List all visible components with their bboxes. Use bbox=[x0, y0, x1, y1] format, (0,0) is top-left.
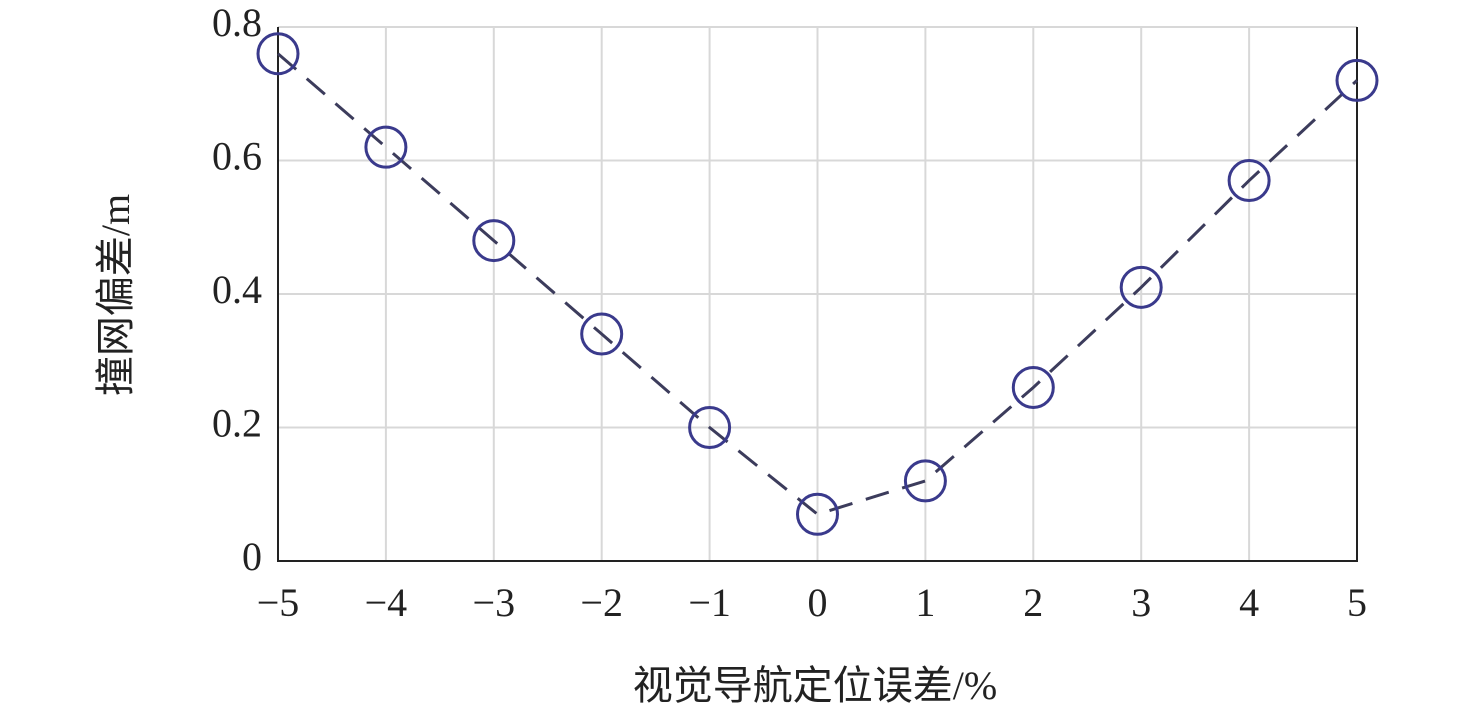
x-axis-label: 视觉导航定位误差/% bbox=[633, 663, 997, 708]
y-tick-label: 0.2 bbox=[212, 401, 262, 446]
data-point bbox=[903, 459, 947, 503]
x-tick-label: 2 bbox=[1023, 580, 1043, 625]
data-point bbox=[688, 406, 732, 449]
x-tick-label: 4 bbox=[1239, 580, 1259, 625]
x-tick-label: 5 bbox=[1347, 580, 1367, 625]
data-point bbox=[364, 125, 408, 169]
data-point bbox=[256, 32, 300, 76]
x-tick-label: −5 bbox=[257, 580, 300, 625]
y-tick-label: 0.4 bbox=[212, 267, 262, 312]
x-tick-label: −3 bbox=[473, 580, 516, 625]
y-tick-label: 0.6 bbox=[212, 134, 262, 179]
axis-frame bbox=[277, 27, 1358, 562]
x-tick-label: 1 bbox=[915, 580, 935, 625]
data-line bbox=[277, 52, 1359, 516]
x-tick-label: −1 bbox=[688, 580, 731, 625]
data-point bbox=[1227, 159, 1271, 203]
x-tick-label: 0 bbox=[808, 580, 828, 625]
data-point bbox=[1119, 265, 1163, 309]
x-tick-label: −4 bbox=[365, 580, 408, 625]
data-point bbox=[1011, 365, 1055, 409]
data-point bbox=[796, 492, 839, 536]
data-point bbox=[1335, 58, 1379, 102]
y-tick-label: 0 bbox=[242, 534, 262, 579]
x-tick-label: −2 bbox=[580, 580, 623, 625]
x-tick-label: 3 bbox=[1131, 580, 1151, 625]
data-point bbox=[580, 312, 624, 356]
data-point bbox=[472, 219, 516, 263]
y-axis-label: 撞网偏差/m bbox=[93, 194, 138, 396]
y-tick-label: 0.8 bbox=[212, 0, 262, 45]
